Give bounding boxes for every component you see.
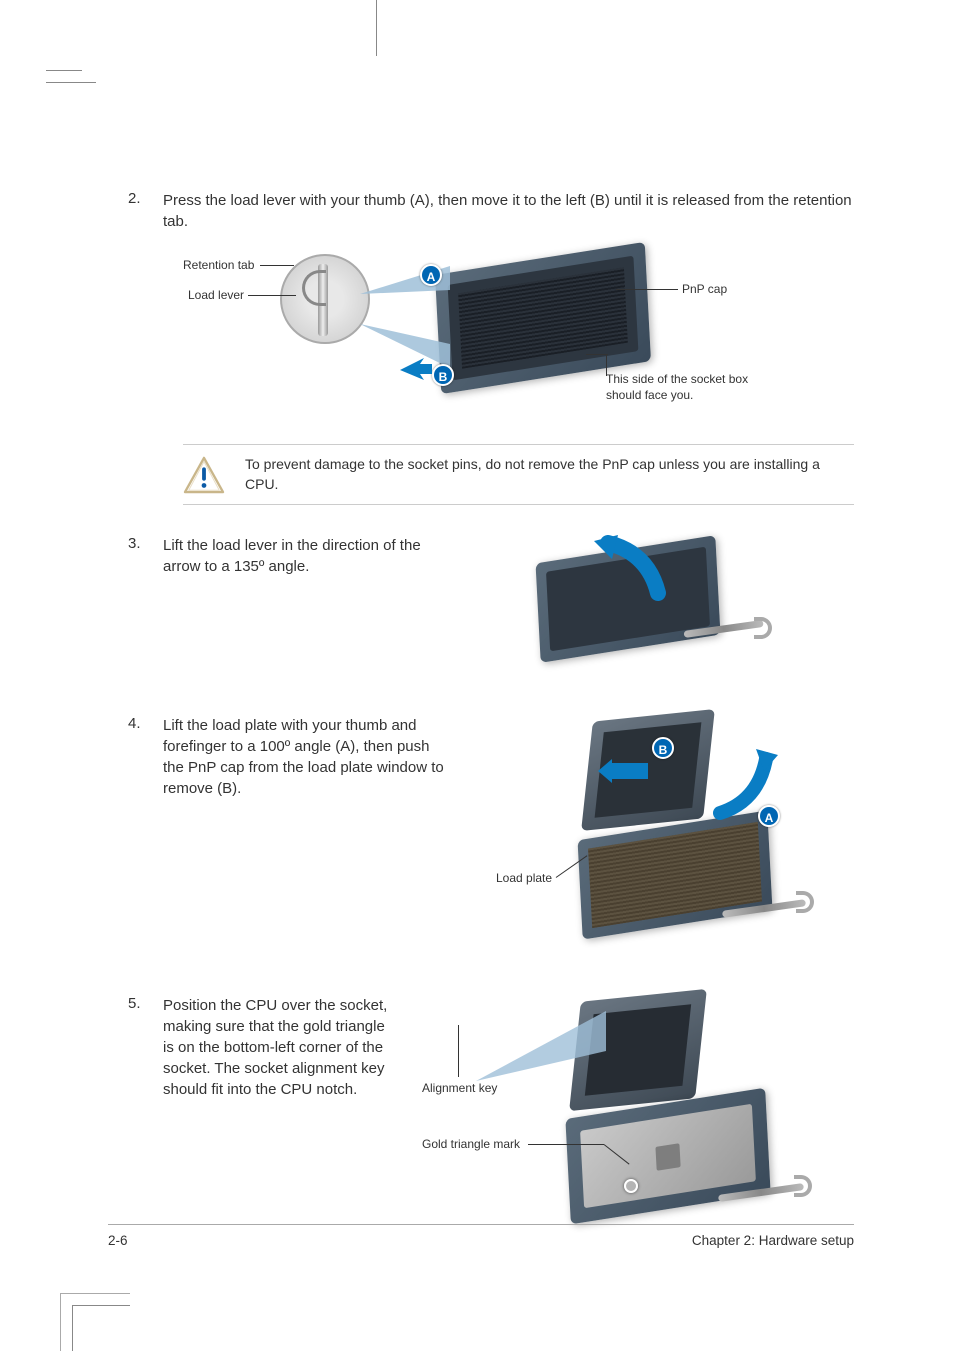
- step-3-text: Lift the load lever in the direction of …: [163, 535, 448, 675]
- figure-step-5: Alignment key Gold triangle mark: [388, 995, 854, 1245]
- step-5-text: Position the CPU over the socket, making…: [163, 995, 388, 1100]
- warning-text: To prevent damage to the socket pins, do…: [245, 455, 854, 494]
- leader-side-note-h: [586, 354, 608, 355]
- step-4-number: 4.: [108, 715, 163, 799]
- step-5-number: 5.: [108, 995, 163, 1100]
- step-3-number: 3.: [108, 535, 163, 675]
- badge-b: B: [432, 364, 454, 386]
- label-gold-triangle: Gold triangle mark: [422, 1137, 520, 1153]
- warning-icon: [183, 456, 225, 494]
- page-number: 2-6: [108, 1233, 128, 1248]
- step-2-number: 2.: [108, 190, 163, 232]
- chapter-label: Chapter 2: Hardware setup: [692, 1233, 854, 1248]
- step-4-text: Lift the load plate with your thumb and …: [163, 715, 448, 799]
- figure-step-4: B A Load plate: [448, 715, 854, 965]
- lever-4-hook: [796, 891, 814, 913]
- arrow-b-icon: [398, 352, 434, 380]
- label-load-lever: Load lever: [188, 288, 244, 304]
- lever-5-hook: [794, 1175, 812, 1197]
- step-2-text: Press the load lever with your thumb (A)…: [163, 190, 854, 232]
- leader-retention-tab: [260, 265, 294, 266]
- label-side-note: This side of the socket box should face …: [606, 372, 766, 403]
- figure-step-3: [448, 535, 854, 675]
- lever-3-hook: [754, 617, 772, 639]
- step-2: 2. Press the load lever with your thumb …: [108, 190, 854, 232]
- step-3-row: 3. Lift the load lever in the direction …: [108, 535, 854, 675]
- label-pnp-cap: PnP cap: [682, 282, 727, 298]
- page-content: 2. Press the load lever with your thumb …: [108, 190, 854, 1265]
- step-4-row: 4. Lift the load plate with your thumb a…: [108, 715, 854, 965]
- leader-pnp-cap: [616, 289, 678, 290]
- detail-retention-circle: [280, 254, 370, 344]
- page-footer: 2-6 Chapter 2: Hardware setup: [108, 1224, 854, 1248]
- crop-mark-bl: [60, 1293, 130, 1351]
- step-5-row: 5. Position the CPU over the socket, mak…: [108, 995, 854, 1245]
- label-alignment-key: Alignment key: [422, 1081, 497, 1097]
- lift-arrow-icon: [588, 535, 678, 603]
- arrow-4b-icon: [598, 759, 650, 783]
- leader-gold-triangle: [528, 1144, 604, 1145]
- warning-callout: To prevent damage to the socket pins, do…: [183, 444, 854, 505]
- leader-load-lever: [248, 295, 296, 296]
- badge-a: A: [420, 264, 442, 286]
- arrow-4a-icon: [708, 741, 778, 821]
- label-load-plate: Load plate: [496, 871, 552, 887]
- crop-mark-top-center: [376, 0, 377, 56]
- socket-base-4: [578, 811, 773, 940]
- leader-alignment-v: [458, 1025, 459, 1077]
- figure-step-2: Retention tab Load lever A B PnP cap Thi…: [108, 244, 854, 414]
- label-retention-tab: Retention tab: [183, 258, 254, 274]
